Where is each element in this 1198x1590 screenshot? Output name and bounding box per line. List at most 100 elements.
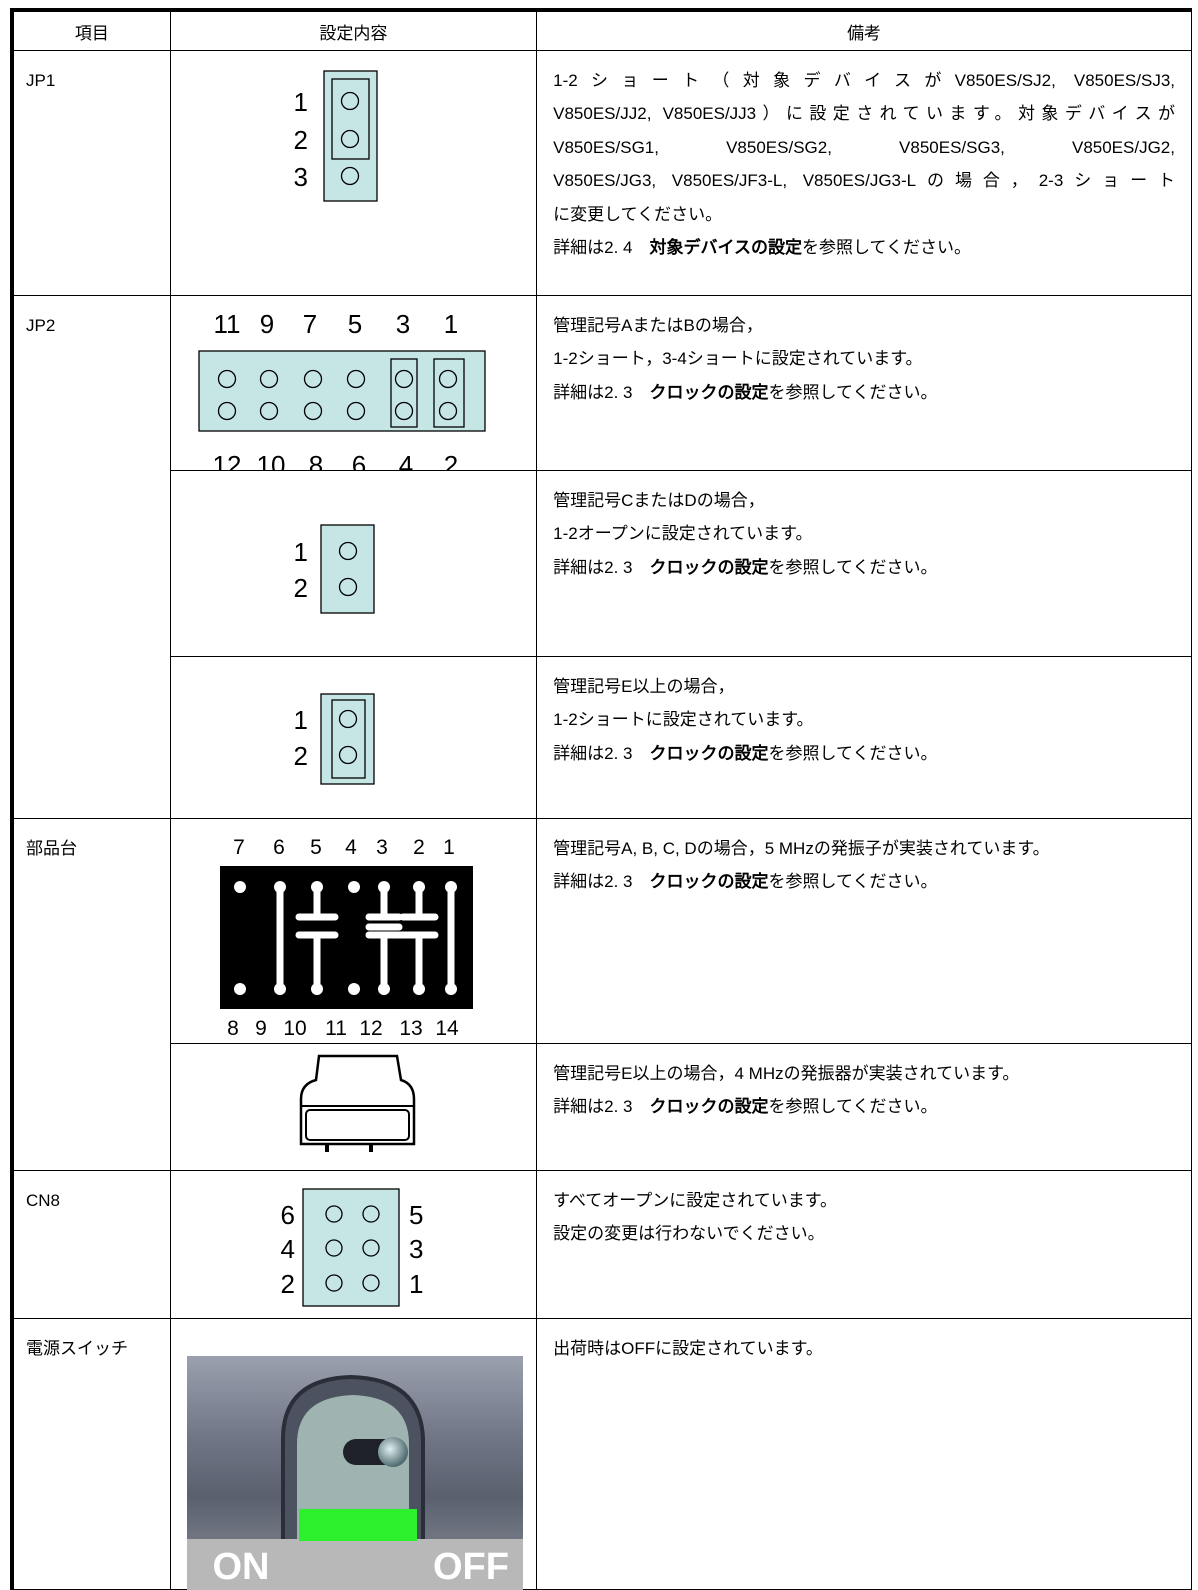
remark-line: 管理記号E以上の場合，4 MHzの発振器が実装されています。: [553, 1064, 1020, 1083]
pin: [362, 1239, 380, 1257]
detail-prefix: 詳細は2. 3: [553, 382, 650, 402]
pin: [338, 541, 357, 561]
socket-pin: [233, 983, 246, 995]
diagram-cell: 11 9 7 5 3 1 12 10 8 6 4 2: [169, 295, 538, 471]
short-box: [390, 358, 418, 428]
remark-line: 管理記号E以上の場合，: [553, 677, 735, 696]
remark-line: 管理記号CまたはDの場合，: [553, 491, 765, 510]
switch-base: [296, 1395, 409, 1539]
socket-pin: [377, 983, 390, 995]
detail-line: 詳細は2. 3 クロックの設定を参照してください。: [553, 376, 1175, 409]
pin-label: 1: [293, 537, 307, 567]
pin: [362, 1205, 380, 1223]
jumper-board: [198, 350, 486, 432]
pin-label: 1: [293, 705, 307, 735]
remarks-cell: 管理記号CまたはDの場合， 1-2オープンに設定されています。 詳細は2. 3 …: [536, 470, 1192, 657]
socket-pin: [377, 881, 390, 893]
pin-label: 3: [395, 309, 409, 339]
jumper-board: [320, 524, 375, 614]
detail-prefix: 詳細は2. 3: [553, 872, 650, 892]
diagram-cell: ON OFF: [169, 1318, 538, 1590]
switch-label: OFF: [433, 1546, 509, 1588]
switch-plate: [186, 1539, 523, 1590]
pin-label: 1: [443, 309, 457, 339]
pin-label: 9: [255, 1017, 267, 1040]
pin: [303, 401, 322, 421]
detail-line: 詳細は2. 3 クロックの設定を参照してください。: [553, 865, 1175, 898]
socket-pin: [347, 881, 360, 893]
socket-pin: [273, 983, 286, 995]
jumper-board: [320, 693, 375, 785]
detail-suffix: を参照してください。: [768, 382, 938, 402]
pin-label: 12: [359, 1017, 382, 1040]
remarks-cell: すべてオープンに設定されています。 設定の変更は行わないでください。: [536, 1170, 1192, 1319]
row: 管理記号E以上の場合，4 MHzの発振器が実装されています。 詳細は2. 3 ク…: [12, 1043, 1192, 1171]
detail-suffix: を参照してください。: [768, 557, 938, 577]
row: JP1 1 2 3 1-2ショート（対象デバイスがV850ES/SJ2, V85…: [11, 50, 1192, 296]
socket-pattern: [276, 883, 455, 993]
pin-label: 8: [308, 450, 322, 471]
remarks-cell: 管理記号E以上の場合，4 MHzの発振器が実装されています。 詳細は2. 3 ク…: [536, 1043, 1192, 1171]
detail-line: 詳細は2. 3 クロックの設定を参照してください。: [553, 1090, 1175, 1123]
pin-label: 2: [293, 125, 307, 155]
remark-line: 設定の変更は行わないでください。: [553, 1224, 825, 1244]
remark-line: V850ES/JJ2, V850ES/JJ3）に設定されています。対象デバイスが: [553, 104, 1175, 124]
short-box: [331, 699, 366, 779]
header-cell: 項目: [11, 9, 171, 51]
detail-prefix: 詳細は2. 4: [553, 238, 650, 258]
remarks-cell: 出荷時はOFFに設定されています。: [536, 1318, 1192, 1590]
item-cell: JP2: [11, 295, 171, 819]
detail-link: 対象デバイスの設定: [649, 238, 803, 258]
pin: [346, 401, 365, 421]
oscillator-body: [299, 1054, 415, 1146]
pin-label: 6: [351, 450, 365, 471]
remark-line: 1-2ショート，3-4ショートに設定されています。: [553, 349, 923, 369]
pin: [340, 91, 359, 111]
pin-label: 3: [293, 162, 307, 192]
socket-pin: [310, 881, 323, 893]
detail-line: 詳細は2. 4 対象デバイスの設定を参照してください。: [553, 231, 1175, 264]
row: 1 2 管理記号CまたはDの場合， 1-2オープンに設定されています。 詳細は2…: [12, 470, 1192, 657]
oscillator-base: [304, 1109, 410, 1141]
pin: [325, 1205, 343, 1223]
jumper-diagram: 1 2: [293, 524, 375, 614]
jumper-diagram: 1 2: [293, 693, 375, 785]
pin-label: 10: [283, 1017, 306, 1040]
pin-label: 4: [280, 1234, 294, 1264]
pin-label: 9: [259, 309, 273, 339]
jumper-diagram: 11 9 7 5 3 1 12 10 8 6 4 2: [198, 309, 486, 471]
pin-label: 13: [399, 1017, 422, 1040]
pin: [325, 1274, 343, 1292]
socket-pin: [412, 881, 425, 893]
socket-pin: [273, 881, 286, 893]
socket-pin: [310, 983, 323, 995]
pin: [259, 369, 278, 389]
pin-label: 1: [409, 1269, 423, 1299]
pin: [217, 369, 236, 389]
switch-knob: [377, 1437, 408, 1467]
remark-line: に変更してください。: [553, 204, 723, 224]
pin-label: 4: [345, 836, 357, 859]
remark-line: V850ES/JG3, V850ES/JF3-L, V850ES/JG3-Lの場…: [553, 171, 1175, 191]
oscillator-leg: [324, 1142, 329, 1152]
pin-label: 3: [376, 836, 388, 859]
remarks-cell: 管理記号AまたはBの場合， 1-2ショート，3-4ショートに設定されています。 …: [536, 295, 1192, 471]
remark-line: 出荷時はOFFに設定されています。: [553, 1339, 823, 1358]
detail-prefix: 詳細は2. 3: [553, 1097, 650, 1117]
pin-label: 2: [443, 450, 457, 471]
remark-line: 管理記号A, B, C, Dの場合，5 MHzの発振子が実装されています。: [553, 839, 1050, 858]
detail-suffix: を参照してください。: [802, 238, 971, 258]
pin-label: 10: [256, 450, 285, 471]
remark-line: 管理記号AまたはBの場合，: [553, 316, 763, 335]
detail-suffix: を参照してください。: [768, 1097, 938, 1117]
oscillator-leg: [368, 1142, 373, 1152]
remark-line: 1-2ショート（対象デバイスがV850ES/SJ2, V850ES/SJ3,: [553, 71, 1175, 90]
pin-label: 5: [347, 309, 361, 339]
pin: [394, 369, 413, 389]
row: 1 2 管理記号E以上の場合， 1-2ショートに設定されています。 詳細は2. …: [12, 656, 1192, 819]
item-cell: CN8: [11, 1170, 171, 1319]
row: 部品台 7 6 5 4 3 2 1 8 9 10 11 12 13 14 管理記号A, B, C, Dの場…: [11, 818, 1192, 1171]
pin-label: 5: [409, 1200, 423, 1230]
pin-label: 8: [227, 1017, 239, 1040]
